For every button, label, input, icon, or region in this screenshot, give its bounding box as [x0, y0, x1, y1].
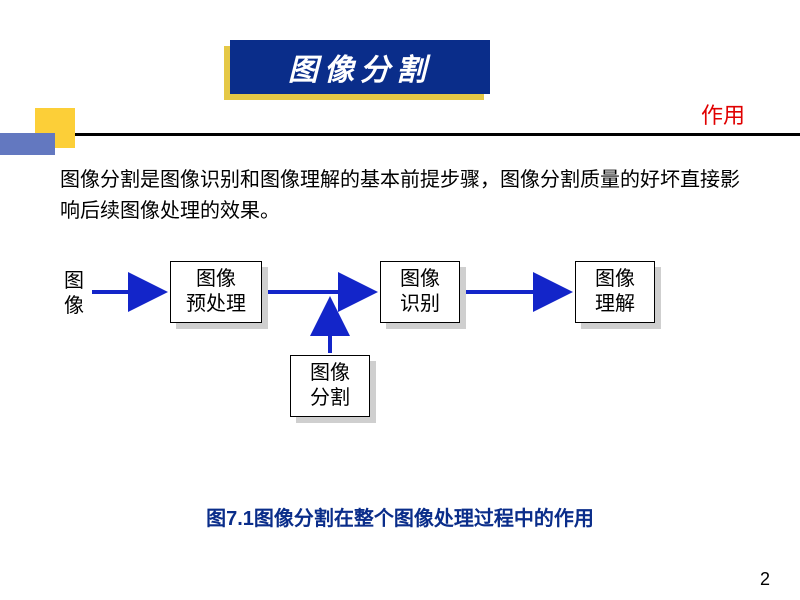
- body-paragraph: 图像分割是图像识别和图像理解的基本前提步骤，图像分割质量的好坏直接影响后续图像处…: [60, 165, 750, 227]
- figure-caption: 图7.1图像分割在整个图像处理过程中的作用: [0, 502, 800, 531]
- title-text: 图像分割: [288, 45, 432, 89]
- horizontal-rule: [75, 133, 800, 136]
- flowchart: 图 像 图像 预处理 图像 分割 图像 识别 图像 理解: [60, 255, 740, 455]
- page-number: 2: [760, 569, 770, 590]
- subtitle-text: 作用: [701, 98, 745, 130]
- deco-blue-rect: [0, 133, 55, 155]
- title-banner: 图像分割: [230, 40, 490, 100]
- flow-arrows: [60, 255, 740, 455]
- title-box: 图像分割: [230, 40, 490, 94]
